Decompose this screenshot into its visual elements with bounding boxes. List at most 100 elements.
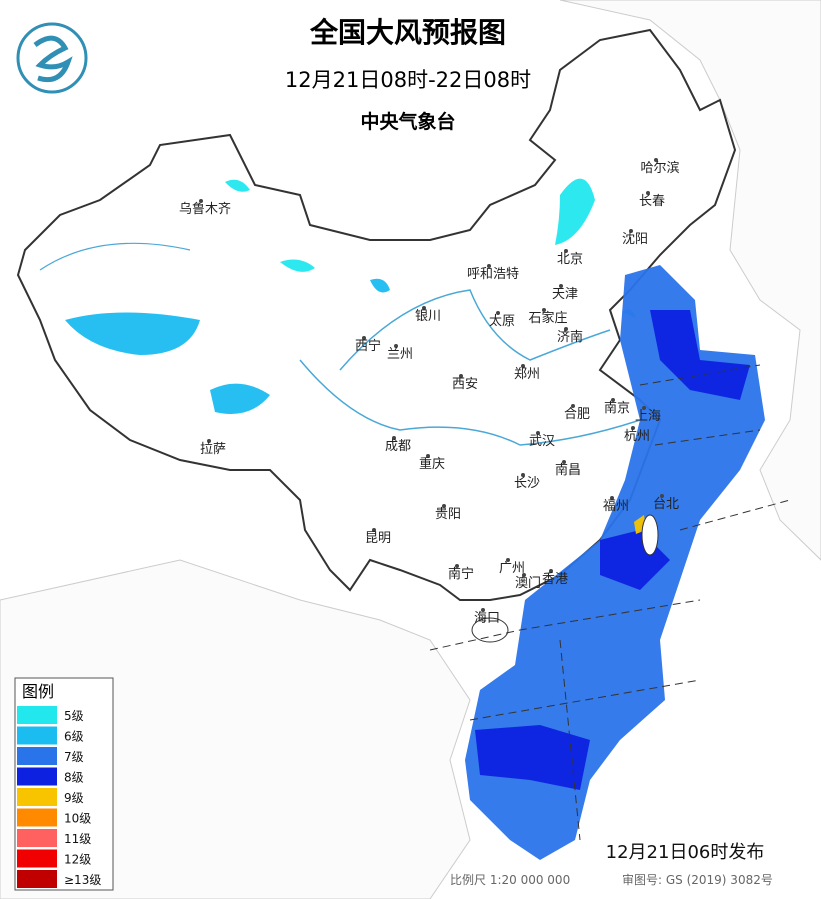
- city-label: 海口: [474, 611, 500, 626]
- legend-label: 6级: [64, 730, 84, 744]
- legend-label: 12级: [64, 853, 91, 867]
- city-dot: [642, 406, 646, 410]
- neighbor-land: [0, 559, 471, 899]
- city-label: 澳门: [515, 575, 541, 591]
- legend-label: 11级: [64, 832, 91, 846]
- city-dot: [571, 404, 575, 408]
- city-label: 北京: [557, 252, 583, 267]
- city-label: 广州: [499, 561, 525, 576]
- sea-area-lines: [429, 364, 791, 841]
- city-label: 银川: [415, 309, 441, 324]
- city-label: 武汉: [529, 434, 555, 449]
- wind-zones: [65, 178, 765, 860]
- city-dot: [394, 344, 398, 348]
- city-label: 西安: [452, 377, 478, 392]
- city-label: 南京: [604, 400, 630, 416]
- wind-area: [280, 259, 315, 272]
- city-dot: [521, 364, 525, 368]
- legend-swatch: [17, 849, 57, 868]
- city-dot: [199, 199, 203, 203]
- city-dot: [564, 249, 568, 253]
- approval: 审图号: GS (2019) 3082号: [622, 872, 773, 887]
- wind-area: [650, 310, 750, 400]
- city-label: 南宁: [448, 566, 474, 582]
- legend-swatch: [17, 726, 57, 745]
- city-dot: [506, 558, 510, 562]
- legend-title: 图例: [22, 682, 54, 701]
- city-label: 南昌: [555, 462, 581, 478]
- scale: 比例尺 1:20 000 000: [450, 873, 570, 887]
- legend-label: ≥13级: [64, 873, 101, 887]
- wind-area: [225, 179, 250, 192]
- hainan: [471, 617, 509, 643]
- neighbor-land: [559, 0, 821, 561]
- issuer: 中央气象台: [360, 110, 455, 133]
- city-dot: [426, 454, 430, 458]
- legend-swatch: [17, 808, 57, 827]
- city-dot: [362, 336, 366, 340]
- city-dot: [549, 569, 553, 573]
- city-label: 拉萨: [200, 442, 226, 457]
- river: [339, 289, 611, 371]
- city-dot: [646, 191, 650, 195]
- city-dot: [496, 311, 500, 315]
- wind-area: [210, 383, 270, 414]
- city-label: 成都: [385, 439, 411, 454]
- city-dot: [562, 460, 566, 464]
- city-label: 贵阳: [435, 507, 461, 522]
- city-label: 福州: [603, 499, 629, 514]
- city-label: 长春: [639, 194, 665, 209]
- china-outline: [16, 28, 737, 601]
- city-dot: [521, 473, 525, 477]
- city-label: 石家庄: [528, 310, 567, 326]
- city-label: 台北: [653, 497, 679, 512]
- city-label: 太原: [489, 314, 515, 329]
- city-label: 上海: [635, 409, 661, 424]
- issued-time: 12月21日06时发布: [606, 842, 765, 863]
- legend-label: 10级: [64, 812, 91, 826]
- city-label: 长沙: [514, 476, 540, 491]
- city-dot: [654, 158, 658, 162]
- city-dot: [487, 264, 491, 268]
- city-dot: [442, 504, 446, 508]
- legend-label: 8级: [64, 771, 84, 785]
- logo-mark: [33, 35, 73, 83]
- city-dot: [536, 431, 540, 435]
- city-label: 天津: [552, 287, 578, 302]
- city-dot: [564, 327, 568, 331]
- legend-swatch: [17, 706, 57, 724]
- city-dot: [372, 528, 376, 532]
- city-dot: [459, 374, 463, 378]
- title: 全国大风预报图: [309, 16, 506, 49]
- city-label: 沈阳: [622, 232, 648, 247]
- city-dot: [392, 436, 396, 440]
- legend-label: 5级: [64, 709, 84, 723]
- wind-area: [65, 312, 200, 355]
- city-label: 济南: [557, 329, 583, 345]
- city-label: 呼和浩特: [467, 267, 519, 282]
- city-dot: [207, 439, 211, 443]
- city-dot: [481, 608, 485, 612]
- legend: 5级 6级 7级 8级 9级 10级 11级 12级 ≥13级: [17, 706, 101, 888]
- wind-area: [475, 725, 590, 790]
- city-label: 重庆: [419, 456, 445, 472]
- taiwan: [641, 514, 659, 556]
- city-label: 合肥: [564, 407, 590, 422]
- legend-label: 9级: [64, 791, 84, 805]
- legend-swatch: [17, 767, 57, 786]
- city-label: 哈尔滨: [640, 160, 679, 176]
- city-label: 西宁: [355, 338, 381, 354]
- period: 12月21日08时-22日08时: [285, 68, 531, 92]
- legend-swatch: [17, 788, 57, 806]
- city-dot: [542, 308, 546, 312]
- river: [39, 242, 191, 271]
- city-dot: [631, 426, 635, 430]
- city-label: 兰州: [387, 347, 413, 362]
- city-label: 杭州: [624, 429, 650, 444]
- city-dot: [455, 564, 459, 568]
- city-label: 昆明: [365, 531, 391, 546]
- city-dot: [559, 284, 563, 288]
